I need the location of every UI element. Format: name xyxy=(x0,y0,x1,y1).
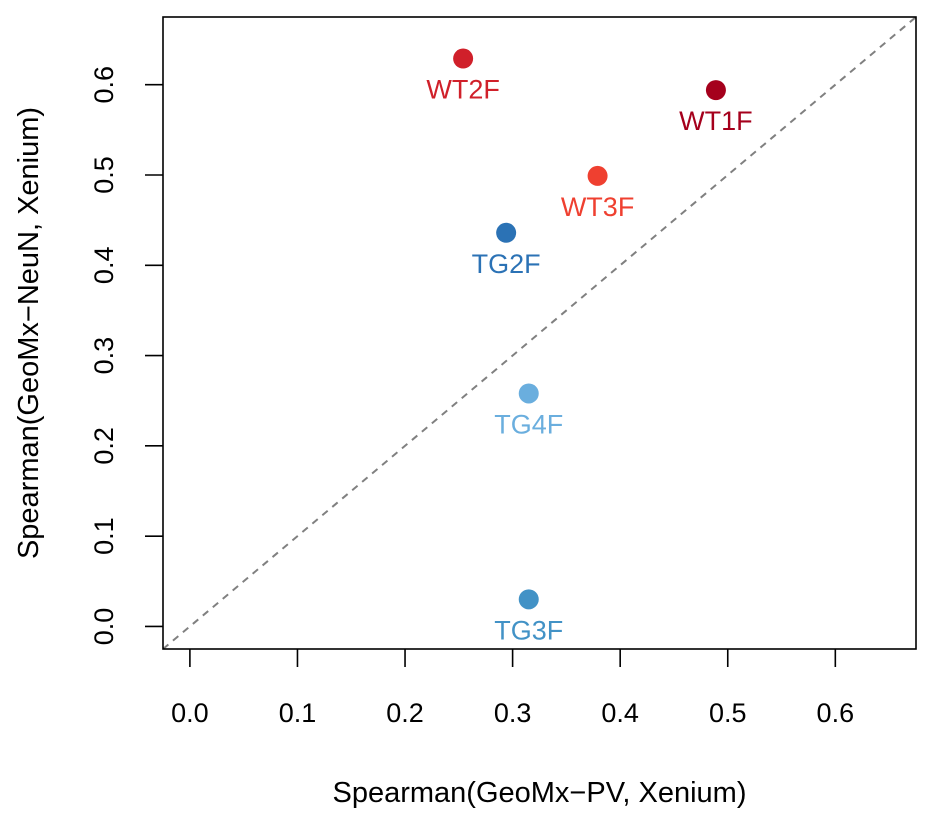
x-tick-label: 0.5 xyxy=(709,698,747,728)
data-point-tg2f xyxy=(496,222,517,243)
y-axis-title: Spearman(GeoMx−NeuN, Xenium) xyxy=(13,107,45,559)
y-tick-label: 0.1 xyxy=(89,517,119,555)
point-label-wt2f: WT2F xyxy=(426,75,500,105)
y-tick-label: 0.3 xyxy=(89,337,119,375)
x-tick-label: 0.6 xyxy=(817,698,855,728)
data-point-tg4f xyxy=(518,383,539,404)
y-tick-label: 0.5 xyxy=(89,156,119,194)
data-point-wt2f xyxy=(453,48,474,69)
data-point-wt1f xyxy=(705,80,726,101)
x-tick-label: 0.0 xyxy=(171,698,209,728)
y-tick-label: 0.6 xyxy=(89,66,119,104)
x-axis-title: Spearman(GeoMx−PV, Xenium) xyxy=(333,777,747,809)
x-tick-label: 0.3 xyxy=(494,698,532,728)
x-tick-label: 0.2 xyxy=(386,698,424,728)
point-label-wt1f: WT1F xyxy=(679,106,753,136)
y-tick-label: 0.0 xyxy=(89,608,119,646)
x-tick-label: 0.4 xyxy=(601,698,639,728)
plot-frame xyxy=(162,16,917,650)
point-label-tg4f: TG4F xyxy=(494,409,563,439)
y-tick-label: 0.2 xyxy=(89,427,119,465)
point-label-wt3f: WT3F xyxy=(561,192,635,222)
point-label-tg2f: TG2F xyxy=(472,249,541,279)
identity-reference-line xyxy=(163,17,916,649)
x-tick-label: 0.1 xyxy=(279,698,317,728)
data-point-tg3f xyxy=(518,589,539,610)
data-point-wt3f xyxy=(587,165,608,186)
point-label-tg3f: TG3F xyxy=(494,615,563,645)
y-tick-label: 0.4 xyxy=(89,247,119,285)
